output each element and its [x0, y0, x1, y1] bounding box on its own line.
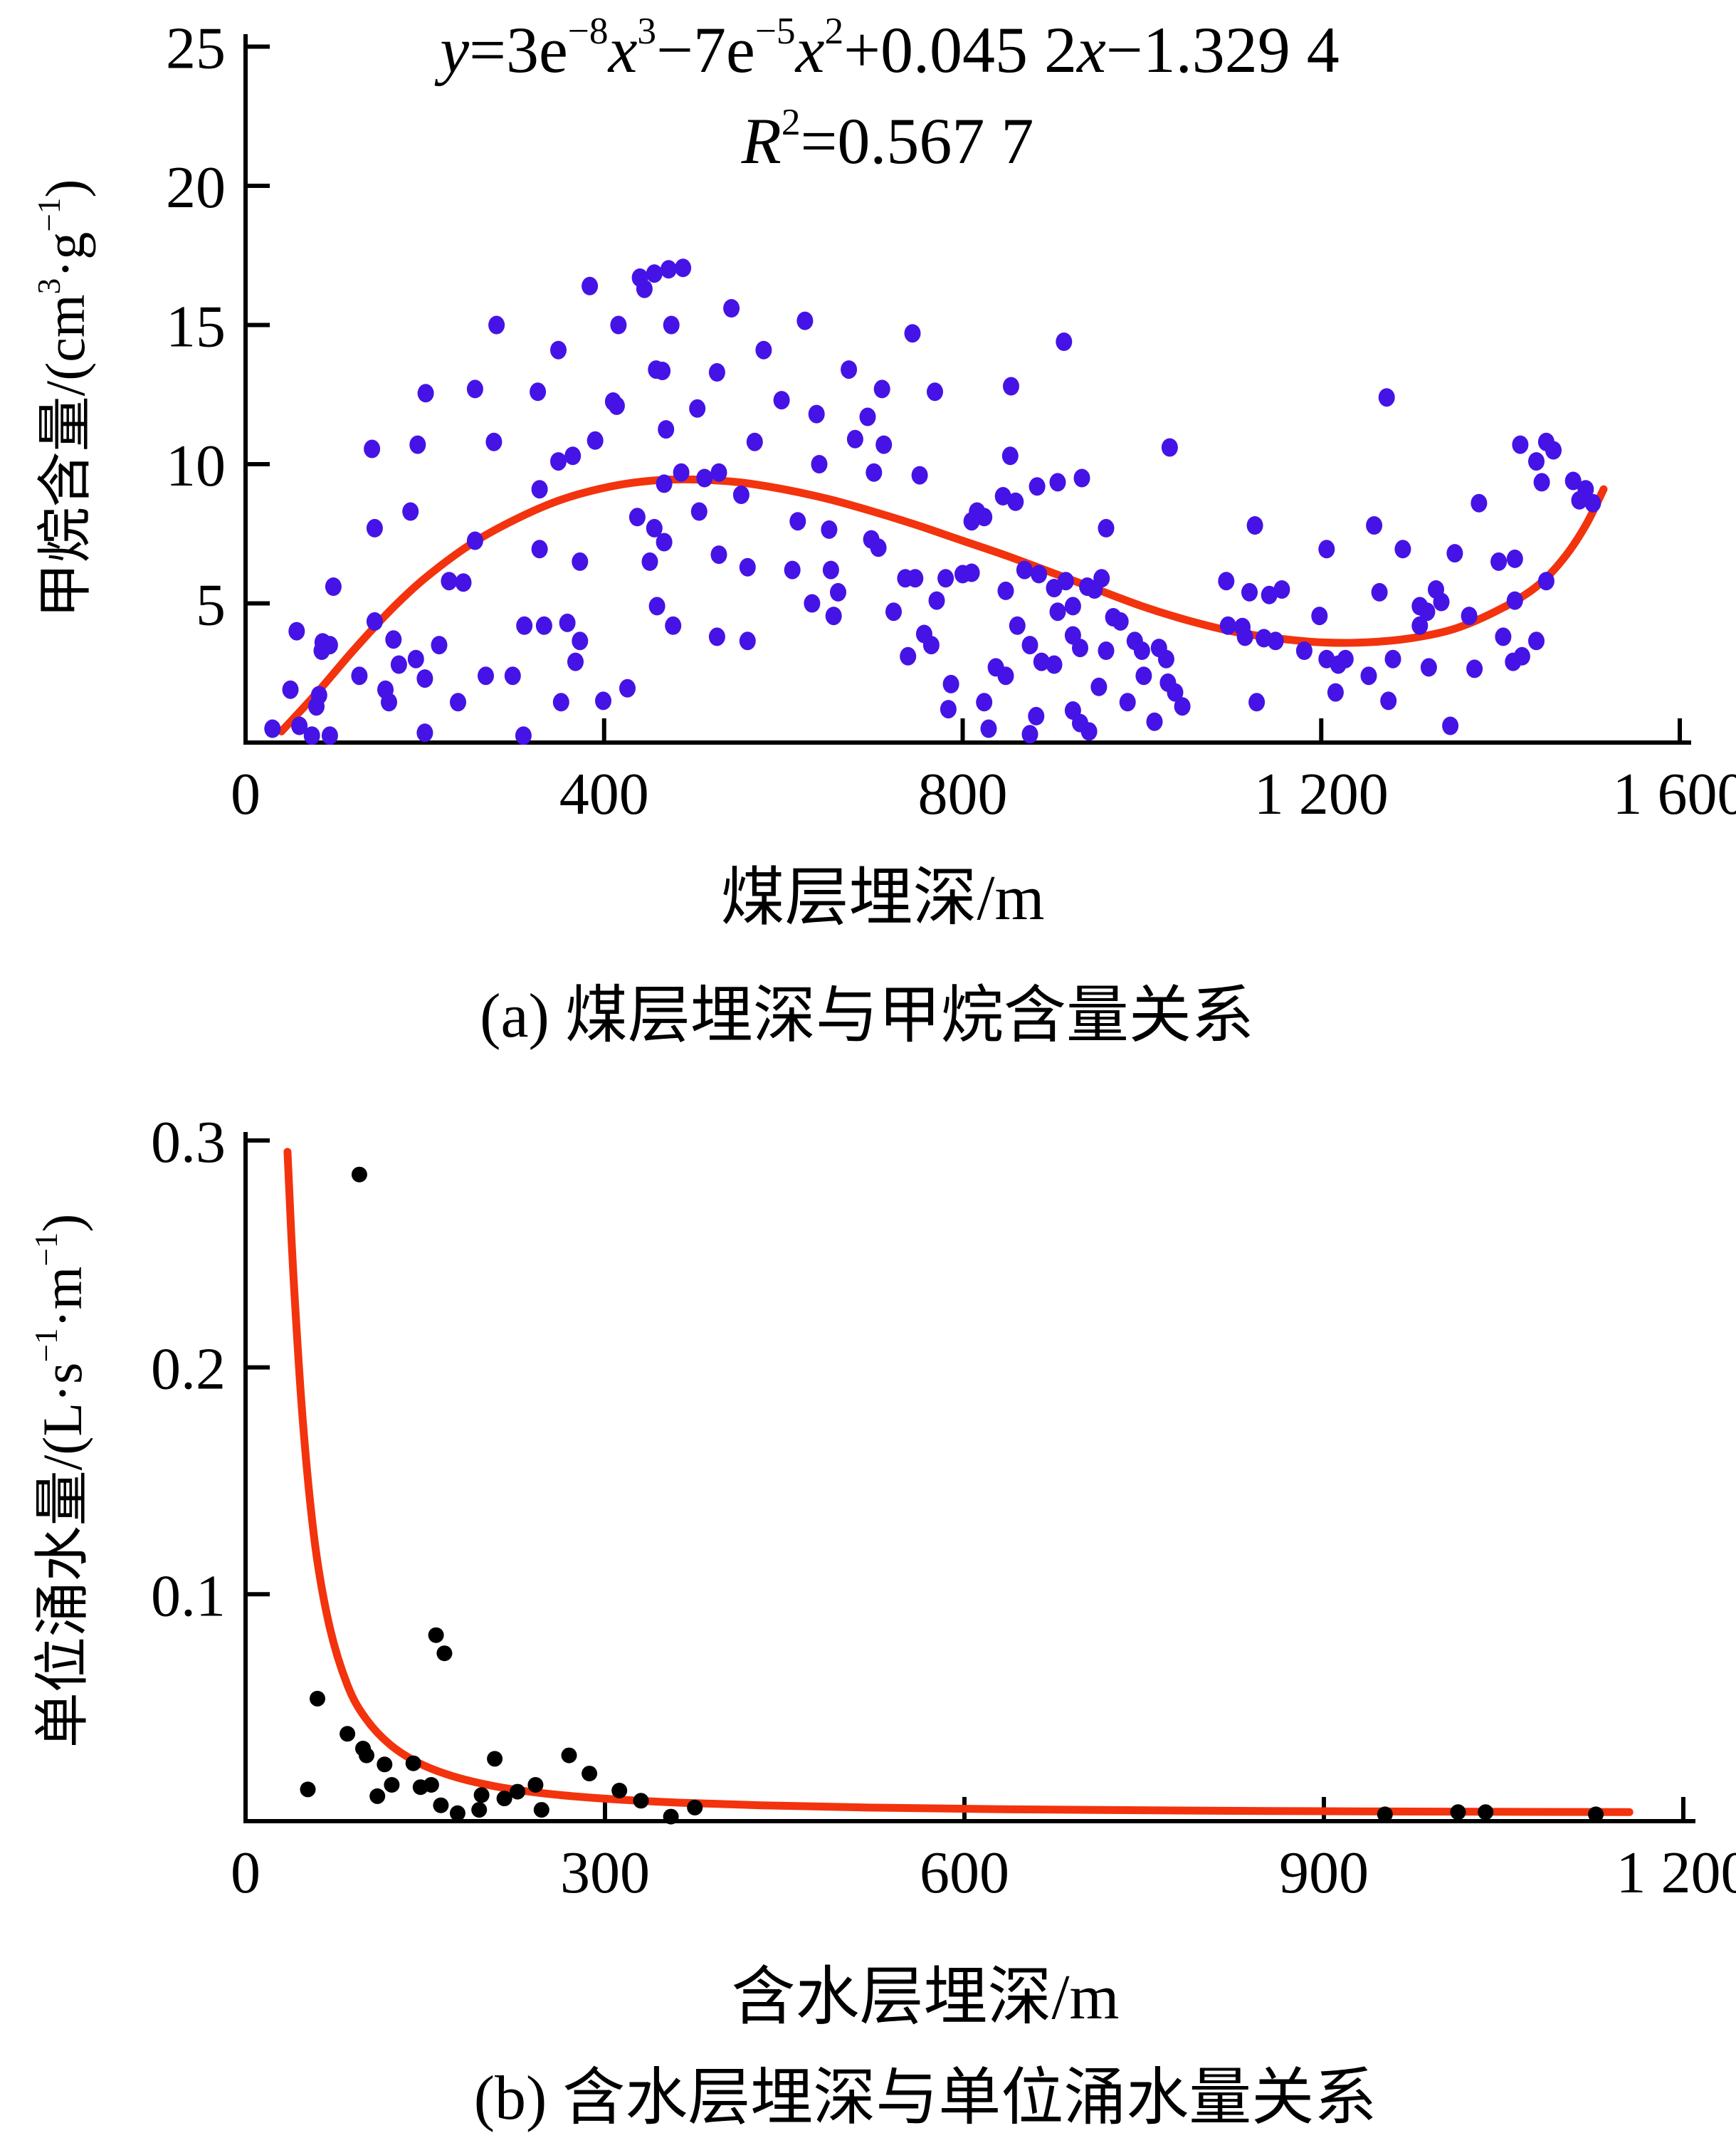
- svg-text:300: 300: [560, 1840, 650, 1906]
- y-axis-title-unit-water-inflow: 单位涌水量/(L·s−1·m−1): [28, 1213, 93, 1749]
- svg-text:400: 400: [559, 761, 649, 827]
- svg-text:600: 600: [920, 1840, 1009, 1906]
- panel-a-tick-labels: 5 10 15 20 25 0 400 800 1 200 1 600: [166, 16, 1736, 828]
- panel-a: 5 10 15 20 25 0 400 800 1 200 1 600: [166, 16, 1736, 828]
- svg-text:0.3: 0.3: [151, 1109, 226, 1175]
- svg-text:20: 20: [166, 154, 226, 221]
- x-axis-title-coal-seam-depth: 煤层埋深/m: [720, 863, 1045, 933]
- panel-b-fit-curve: [283, 1148, 1634, 1816]
- svg-text:900: 900: [1279, 1840, 1369, 1906]
- svg-text:10: 10: [166, 433, 226, 499]
- svg-text:800: 800: [918, 761, 1008, 827]
- fit-equation-text: y=3e−8x3−7e−5x2+0.045 2x−1.329 4: [440, 9, 1340, 86]
- panel-b: 0.1 0.2 0.3 0 300 600 900 1 200: [151, 1109, 1736, 1906]
- panel-b-tick-labels: 0.1 0.2 0.3 0 300 600 900 1 200: [151, 1109, 1736, 1906]
- panel-a-axes: [243, 34, 1691, 745]
- caption-panel-a: (a) 煤层埋深与甲烷含量关系: [480, 982, 1254, 1051]
- svg-text:5: 5: [196, 572, 226, 639]
- svg-text:0: 0: [231, 761, 261, 827]
- r-squared-text: R2=0.567 7: [741, 100, 1034, 177]
- caption-panel-b: (b) 含水层埋深与单位涌水量关系: [473, 2064, 1377, 2133]
- y-axis-title-methane-content: 甲烷含量/(cm3·g−1): [31, 179, 96, 619]
- svg-text:1 600: 1 600: [1613, 761, 1736, 827]
- panel-a-scatter-points: [264, 258, 1601, 745]
- svg-text:15: 15: [166, 294, 226, 360]
- svg-text:0: 0: [231, 1840, 261, 1906]
- svg-text:0.1: 0.1: [151, 1563, 226, 1629]
- svg-text:1 200: 1 200: [1616, 1840, 1736, 1906]
- panel-b-axes: [243, 1132, 1695, 1823]
- panel-b-scatter-points: [300, 1166, 1604, 1825]
- svg-text:0.2: 0.2: [151, 1336, 226, 1403]
- x-axis-title-aquifer-depth: 含水层埋深/m: [731, 1962, 1120, 2033]
- svg-text:1 200: 1 200: [1254, 761, 1389, 827]
- svg-text:25: 25: [166, 16, 226, 82]
